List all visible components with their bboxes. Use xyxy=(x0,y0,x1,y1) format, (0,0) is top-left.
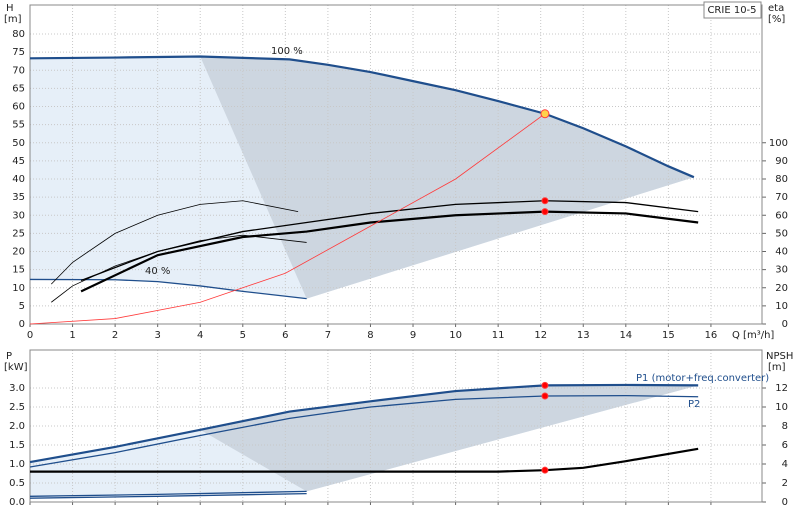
duty-point xyxy=(541,208,549,216)
x-tick-label: 0 xyxy=(27,330,33,341)
y2-tick-label: 100 xyxy=(769,138,788,149)
x-tick-label: 2 xyxy=(112,330,118,341)
shade xyxy=(200,384,699,492)
x-tick-label: 16 xyxy=(705,330,718,341)
x-tick-label: 1 xyxy=(69,330,75,341)
y-tick-label: 25 xyxy=(12,228,25,239)
y-tick-label: 30 xyxy=(12,210,25,221)
y-tick-label: 0.5 xyxy=(9,478,25,489)
y-tick-label: 2.5 xyxy=(9,402,25,413)
y-tick-label: 60 xyxy=(12,102,25,113)
y2-tick-label: 10 xyxy=(775,402,788,413)
y2-axis-unit: [%] xyxy=(768,14,785,25)
x-tick-label: 3 xyxy=(154,330,160,341)
duty-point xyxy=(541,466,549,474)
y-tick-label: 75 xyxy=(12,47,25,58)
x-tick-label: 10 xyxy=(449,330,462,341)
legend-label: P2 xyxy=(688,399,700,410)
y2-tick-label: 20 xyxy=(775,283,788,294)
y2-tick-label: 0 xyxy=(782,497,788,508)
shade xyxy=(200,56,694,299)
y-axis-title: H xyxy=(6,3,14,14)
model-box xyxy=(703,1,762,19)
y2-tick-label: 12 xyxy=(775,383,788,394)
y-tick-label: 40 xyxy=(12,174,25,185)
y-axis-unit: [m] xyxy=(4,14,22,25)
model-label: CRIE 10-5 xyxy=(707,5,756,16)
y2-tick-label: 2 xyxy=(782,478,788,489)
x-tick-label: 13 xyxy=(577,330,590,341)
plot-frame xyxy=(29,349,763,503)
curve xyxy=(29,394,699,468)
y-tick-label: 0.0 xyxy=(9,497,25,508)
y-tick-label: 5 xyxy=(19,301,25,312)
y-tick-label: 65 xyxy=(12,83,25,94)
curve xyxy=(80,200,699,282)
duty-point xyxy=(540,109,550,119)
y2-tick-label: 70 xyxy=(775,192,788,203)
y2-tick-label: 4 xyxy=(782,459,788,470)
y2-tick-label: 30 xyxy=(775,265,788,276)
x-tick-label: 11 xyxy=(492,330,505,341)
x-tick-label: 5 xyxy=(240,330,246,341)
annotation: 40 % xyxy=(145,266,170,277)
y-tick-label: 3.0 xyxy=(9,383,25,394)
duty-point xyxy=(541,197,549,205)
y2-tick-label: 90 xyxy=(775,156,788,167)
y-tick-label: 45 xyxy=(12,156,25,167)
curve xyxy=(51,234,307,303)
y-tick-label: 10 xyxy=(12,283,25,294)
y-tick-label: 50 xyxy=(12,138,25,149)
y-tick-label: 15 xyxy=(12,265,25,276)
x-tick-label: 14 xyxy=(619,330,632,341)
curve xyxy=(29,490,307,497)
curve xyxy=(29,55,695,179)
annotation: 100 % xyxy=(271,46,303,57)
y2-axis-title: NPSH xyxy=(766,351,793,362)
y-tick-label: 55 xyxy=(12,120,25,131)
y-tick-label: 35 xyxy=(12,192,25,203)
y-tick-label: 2.0 xyxy=(9,421,25,432)
x-tick-label: 4 xyxy=(197,330,203,341)
y2-tick-label: 6 xyxy=(782,440,788,451)
curve xyxy=(29,278,307,300)
y2-axis-unit: [m] xyxy=(768,362,786,373)
y-axis-unit: [kW] xyxy=(4,362,28,373)
y2-tick-label: 10 xyxy=(775,301,788,312)
y-tick-label: 80 xyxy=(12,29,25,40)
curve xyxy=(29,383,699,464)
plot-frame xyxy=(29,4,763,325)
y2-axis-title: eta xyxy=(768,3,784,14)
y2-tick-label: 60 xyxy=(775,210,788,221)
plots: 0 1 2 3 4 5 6 7 8 9 10 11 12 13 14 15 160510152025303540… xyxy=(9,4,788,508)
y-tick-label: 70 xyxy=(12,65,25,76)
curve xyxy=(29,113,546,325)
x-tick-label: 9 xyxy=(410,330,416,341)
y2-tick-label: 8 xyxy=(782,421,788,432)
y2-tick-label: 40 xyxy=(775,247,788,258)
y-tick-label: 0 xyxy=(19,319,25,330)
x-tick-label: 6 xyxy=(282,330,288,341)
duty-point xyxy=(541,381,549,389)
curve xyxy=(29,492,307,499)
x-tick-label: 8 xyxy=(367,330,373,341)
curve xyxy=(50,200,299,285)
x-tick-label: 12 xyxy=(534,330,547,341)
y-axis-title: P xyxy=(6,351,12,362)
y-tick-label: 20 xyxy=(12,247,25,258)
x-tick-label: 15 xyxy=(662,330,675,341)
x-axis-title: Q [m³/h] xyxy=(732,330,774,341)
y-tick-label: 1.0 xyxy=(9,459,25,470)
duty-point xyxy=(541,392,549,400)
y-tick-label: 1.5 xyxy=(9,440,25,451)
y2-tick-label: 50 xyxy=(775,228,788,239)
legend-label: P1 (motor+freq.converter) xyxy=(636,373,769,384)
x-tick-label: 7 xyxy=(325,330,331,341)
y2-tick-label: 80 xyxy=(775,174,788,185)
curve xyxy=(80,210,699,293)
y2-tick-label: 0 xyxy=(782,319,788,330)
